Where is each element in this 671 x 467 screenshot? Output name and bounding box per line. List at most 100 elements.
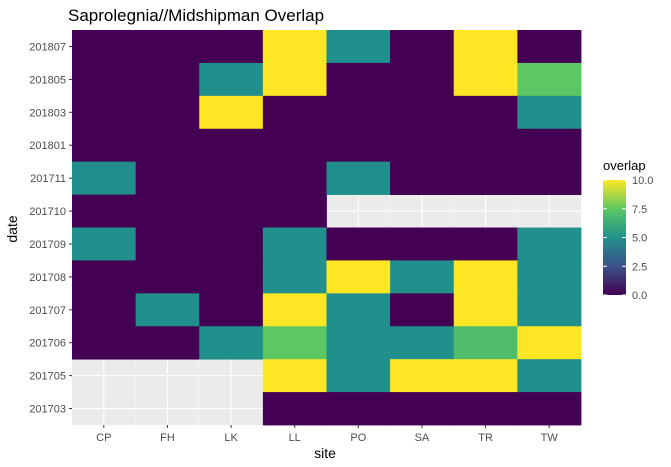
heatmap-cell-po-201705 xyxy=(326,359,391,393)
heatmap-cell-tw-201801 xyxy=(517,128,582,163)
chart-title: Saprolegnia//Midshipman Overlap xyxy=(68,6,324,25)
heatmap-cell-po-201807 xyxy=(326,30,391,64)
heatmap-cell-ll-201803 xyxy=(262,95,327,130)
heatmap-cell-lk-201706 xyxy=(199,326,264,360)
heatmap-cell-cp-201710 xyxy=(72,194,137,228)
y-tick-label: 201801 xyxy=(29,140,66,152)
heatmap-cell-po-201703 xyxy=(326,392,391,426)
heatmap-cell-ll-201707 xyxy=(262,293,327,327)
heatmap-cell-ll-201703 xyxy=(262,392,327,426)
heatmap-cell-tr-201711 xyxy=(453,161,518,195)
y-tick-label: 201706 xyxy=(29,338,66,350)
y-tick-label: 201803 xyxy=(29,107,66,119)
heatmap-cell-fh-201709 xyxy=(135,227,200,261)
y-tick-label: 201711 xyxy=(30,173,66,185)
x-axis: CP FH LK LL PO SA TR TW xyxy=(96,425,558,444)
x-tick-label: LL xyxy=(289,432,301,444)
heatmap-cell-tr-201706 xyxy=(453,326,518,360)
heatmap-cell-tw-201706 xyxy=(517,326,582,360)
heatmap-cell-cp-201711 xyxy=(72,161,137,195)
y-tick-label: 201705 xyxy=(29,371,66,383)
heatmap-cell-po-201709 xyxy=(326,227,391,261)
heatmap-cell-tr-201807 xyxy=(453,30,518,64)
y-tick-label: 201707 xyxy=(29,305,66,317)
heatmap-cell-ll-201801 xyxy=(262,128,327,163)
x-axis-title: site xyxy=(314,445,336,461)
heatmap-cell-po-201711 xyxy=(326,161,391,195)
y-tick-label: 201805 xyxy=(29,74,66,86)
heatmap-cell-tr-201708 xyxy=(453,260,518,294)
heatmap-cell-lk-201707 xyxy=(199,293,264,327)
heatmap-cell-tw-201708 xyxy=(517,260,582,294)
heatmap-cell-tr-201709 xyxy=(453,227,518,261)
heatmap-cell-cp-201709 xyxy=(72,227,137,261)
legend-break-label: 2.5 xyxy=(632,261,647,273)
heatmap-cell-po-201706 xyxy=(326,326,391,360)
y-tick-label: 201710 xyxy=(29,206,66,218)
heatmap-cell-fh-201708 xyxy=(135,260,200,294)
heatmap-cell-po-201707 xyxy=(326,293,391,327)
heatmap-cell-fh-201801 xyxy=(135,128,200,163)
heatmap-cell-sa-201703 xyxy=(390,392,455,426)
heatmap-cell-po-201708 xyxy=(326,260,391,294)
heatmap-cell-fh-201807 xyxy=(135,30,200,64)
y-tick-label: 201709 xyxy=(29,239,66,251)
y-tick-label: 201708 xyxy=(29,272,66,284)
y-axis: 201703 201705 201706 201707 201708 201709 2017… xyxy=(29,41,72,416)
heatmap-cell-lk-201710 xyxy=(199,194,264,228)
heatmap-cell-tr-201703 xyxy=(453,392,518,426)
heatmap-cell-tw-201807 xyxy=(517,30,582,64)
heatmap-cell-sa-201707 xyxy=(390,293,455,327)
heatmap-cell-tw-201803 xyxy=(517,95,582,130)
x-tick-label: FH xyxy=(160,432,175,444)
heatmap-cell-ll-201805 xyxy=(262,62,327,97)
x-tick-label: TR xyxy=(478,432,493,444)
heatmap-cell-tr-201803 xyxy=(453,95,518,130)
heatmap-cell-fh-201710 xyxy=(135,194,200,228)
heatmap-cell-po-201805 xyxy=(326,62,391,97)
heatmap-cell-lk-201805 xyxy=(199,62,264,97)
heatmap-cell-tr-201805 xyxy=(453,62,518,97)
heatmap-cell-lk-201709 xyxy=(199,227,264,261)
heatmap-cell-fh-201805 xyxy=(135,62,200,97)
heatmap-cell-lk-201711 xyxy=(199,161,264,195)
heatmap-cell-sa-201709 xyxy=(390,227,455,261)
heatmap-cell-cp-201807 xyxy=(72,30,137,64)
heatmap-cell-ll-201705 xyxy=(262,359,327,393)
heatmap-cell-po-201803 xyxy=(326,95,391,130)
heatmap-cell-sa-201711 xyxy=(390,161,455,195)
heatmap-cell-sa-201706 xyxy=(390,326,455,360)
legend-break-label: 0.0 xyxy=(632,290,647,302)
heatmap-cell-sa-201708 xyxy=(390,260,455,294)
legend-title: overlap xyxy=(603,158,646,173)
heatmap-cell-sa-201801 xyxy=(390,128,455,163)
heatmap-cell-lk-201801 xyxy=(199,128,264,163)
legend-break-label: 5.0 xyxy=(632,233,647,245)
heatmap-cell-sa-201805 xyxy=(390,62,455,97)
heatmap-cell-ll-201807 xyxy=(262,30,327,64)
y-tick-label: 201807 xyxy=(29,41,66,53)
heatmap-cell-fh-201707 xyxy=(135,293,200,327)
heatmap-cell-sa-201803 xyxy=(390,95,455,130)
heatmap-cell-ll-201706 xyxy=(262,326,327,360)
legend-colorbar xyxy=(603,180,626,295)
heatmap-cell-fh-201706 xyxy=(135,326,200,360)
plot-panel xyxy=(72,30,582,426)
heatmap-cell-fh-201803 xyxy=(135,95,200,130)
legend: overlap 0.0 2.5 5.0 7.5 10.0 xyxy=(603,158,653,302)
heatmap-cell-ll-201711 xyxy=(262,161,327,195)
heatmap-cell-tw-201709 xyxy=(517,227,582,261)
heatmap-cell-tw-201703 xyxy=(517,392,582,426)
heatmap-cell-lk-201708 xyxy=(199,260,264,294)
heatmap-cell-lk-201803 xyxy=(199,95,264,130)
x-tick-label: TW xyxy=(541,432,559,444)
x-tick-label: CP xyxy=(96,432,111,444)
heatmap-cell-cp-201707 xyxy=(72,293,137,327)
x-tick-label: PO xyxy=(350,432,366,444)
heatmap-cell-ll-201708 xyxy=(262,260,327,294)
heatmap-cell-tr-201705 xyxy=(453,359,518,393)
heatmap-cell-po-201801 xyxy=(326,128,391,163)
heatmap-cell-tr-201801 xyxy=(453,128,518,163)
heatmap-cell-lk-201807 xyxy=(199,30,264,64)
